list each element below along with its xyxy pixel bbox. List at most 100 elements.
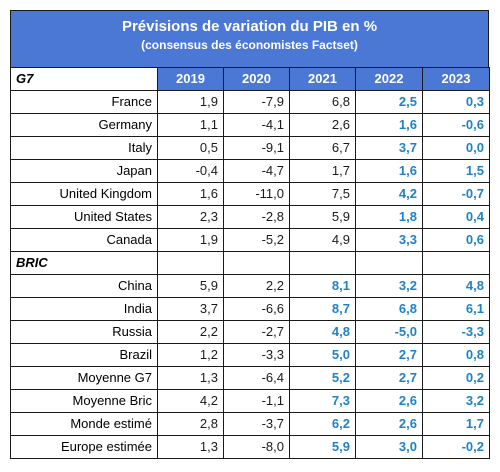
value-cell: 0,8 (422, 343, 490, 367)
country-label: India (10, 297, 158, 321)
country-label: Japan (10, 159, 158, 183)
value-cell: 4,9 (289, 228, 356, 252)
table-row: France 1,9 -7,9 6,8 2,5 0,3 (10, 90, 490, 114)
group-label-bric: BRIC (10, 251, 158, 275)
value-cell: 5,2 (289, 366, 356, 390)
value-cell: 4,8 (289, 320, 356, 344)
table-row: China 5,9 2,2 8,1 3,2 4,8 (10, 274, 490, 298)
value-cell: 1,9 (157, 90, 224, 114)
country-label: United Kingdom (10, 182, 158, 206)
country-label: United States (10, 205, 158, 229)
value-cell: 2,2 (223, 274, 290, 298)
value-cell: -1,1 (223, 389, 290, 413)
value-cell: -6,4 (223, 366, 290, 390)
value-cell: 2,6 (355, 389, 423, 413)
value-cell: -0,2 (422, 435, 490, 459)
gdp-forecast-table-container: Prévisions de variation du PIB en % (con… (10, 10, 490, 459)
value-cell: -4,7 (223, 159, 290, 183)
value-cell: 5,9 (289, 205, 356, 229)
value-cell: -5,2 (223, 228, 290, 252)
country-label: Moyenne Bric (10, 389, 158, 413)
value-cell: -0,7 (422, 182, 490, 206)
value-cell: 6,8 (289, 90, 356, 114)
value-cell: -0,6 (422, 113, 490, 137)
value-cell: 2,8 (157, 412, 224, 436)
value-cell: 1,6 (157, 182, 224, 206)
value-cell: 2,6 (355, 412, 423, 436)
table-row: United Kingdom 1,6 -11,0 7,5 4,2 -0,7 (10, 182, 490, 206)
value-cell: 1,6 (355, 113, 423, 137)
value-cell: 1,5 (422, 159, 490, 183)
country-label: Germany (10, 113, 158, 137)
empty-cell (422, 251, 490, 275)
value-cell: 0,2 (422, 366, 490, 390)
table-body: G7 2019 2020 2021 2022 2023 France 1,9 -7,… (10, 67, 490, 459)
value-cell: -2,7 (223, 320, 290, 344)
table-row: Russia 2,2 -2,7 4,8 -5,0 -3,3 (10, 320, 490, 344)
value-cell: 0,3 (422, 90, 490, 114)
value-cell: 5,9 (157, 274, 224, 298)
value-cell: 6,8 (355, 297, 423, 321)
value-cell: 2,3 (157, 205, 224, 229)
value-cell: -3,3 (223, 343, 290, 367)
value-cell: -9,1 (223, 136, 290, 160)
value-cell: 2,5 (355, 90, 423, 114)
value-cell: 3,0 (355, 435, 423, 459)
value-cell: 1,3 (157, 435, 224, 459)
value-cell: 2,2 (157, 320, 224, 344)
value-cell: 7,5 (289, 182, 356, 206)
value-cell: 8,7 (289, 297, 356, 321)
value-cell: 3,2 (422, 389, 490, 413)
value-cell: -3,7 (223, 412, 290, 436)
value-cell: 3,2 (355, 274, 423, 298)
table-row: United States 2,3 -2,8 5,9 1,8 0,4 (10, 205, 490, 229)
empty-cell (289, 251, 356, 275)
section-row-bric: BRIC (10, 251, 490, 275)
value-cell: 0,0 (422, 136, 490, 160)
country-label: Italy (10, 136, 158, 160)
value-cell: 2,7 (355, 343, 423, 367)
table-row: Moyenne Bric 4,2 -1,1 7,3 2,6 3,2 (10, 389, 490, 413)
country-label: Europe estimée (10, 435, 158, 459)
value-cell: 1,9 (157, 228, 224, 252)
value-cell: 0,5 (157, 136, 224, 160)
table-row: Brazil 1,2 -3,3 5,0 2,7 0,8 (10, 343, 490, 367)
table-row: Japan -0,4 -4,7 1,7 1,6 1,5 (10, 159, 490, 183)
value-cell: -3,3 (422, 320, 490, 344)
value-cell: -2,8 (223, 205, 290, 229)
value-cell: 5,9 (289, 435, 356, 459)
value-cell: 5,0 (289, 343, 356, 367)
value-cell: 6,7 (289, 136, 356, 160)
value-cell: 3,7 (157, 297, 224, 321)
value-cell: 3,3 (355, 228, 423, 252)
value-cell: 6,2 (289, 412, 356, 436)
table-title-banner: Prévisions de variation du PIB en % (con… (10, 10, 489, 67)
year-header: 2022 (355, 67, 423, 91)
value-cell: -8,0 (223, 435, 290, 459)
country-label: France (10, 90, 158, 114)
table-subtitle: (consensus des économistes Factset) (141, 38, 358, 52)
value-cell: -4,1 (223, 113, 290, 137)
country-label: Russia (10, 320, 158, 344)
empty-cell (223, 251, 290, 275)
table-row: India 3,7 -6,6 8,7 6,8 6,1 (10, 297, 490, 321)
year-header: 2023 (422, 67, 490, 91)
country-label: China (10, 274, 158, 298)
value-cell: 6,1 (422, 297, 490, 321)
year-header: 2020 (223, 67, 290, 91)
table-row: Europe estimée 1,3 -8,0 5,9 3,0 -0,2 (10, 435, 490, 459)
value-cell: 1,3 (157, 366, 224, 390)
value-cell: 1,6 (355, 159, 423, 183)
value-cell: 2,7 (355, 366, 423, 390)
country-label: Monde estimé (10, 412, 158, 436)
country-label: Moyenne G7 (10, 366, 158, 390)
group-label-g7: G7 (10, 67, 158, 91)
value-cell: 1,7 (422, 412, 490, 436)
gdp-forecast-table: G7 2019 2020 2021 2022 2023 France 1,9 -7,… (10, 67, 490, 459)
table-row: Italy 0,5 -9,1 6,7 3,7 0,0 (10, 136, 490, 160)
header-row-g7: G7 2019 2020 2021 2022 2023 (10, 67, 490, 91)
value-cell: 2,6 (289, 113, 356, 137)
value-cell: -0,4 (157, 159, 224, 183)
value-cell: 0,4 (422, 205, 490, 229)
value-cell: 1,8 (355, 205, 423, 229)
